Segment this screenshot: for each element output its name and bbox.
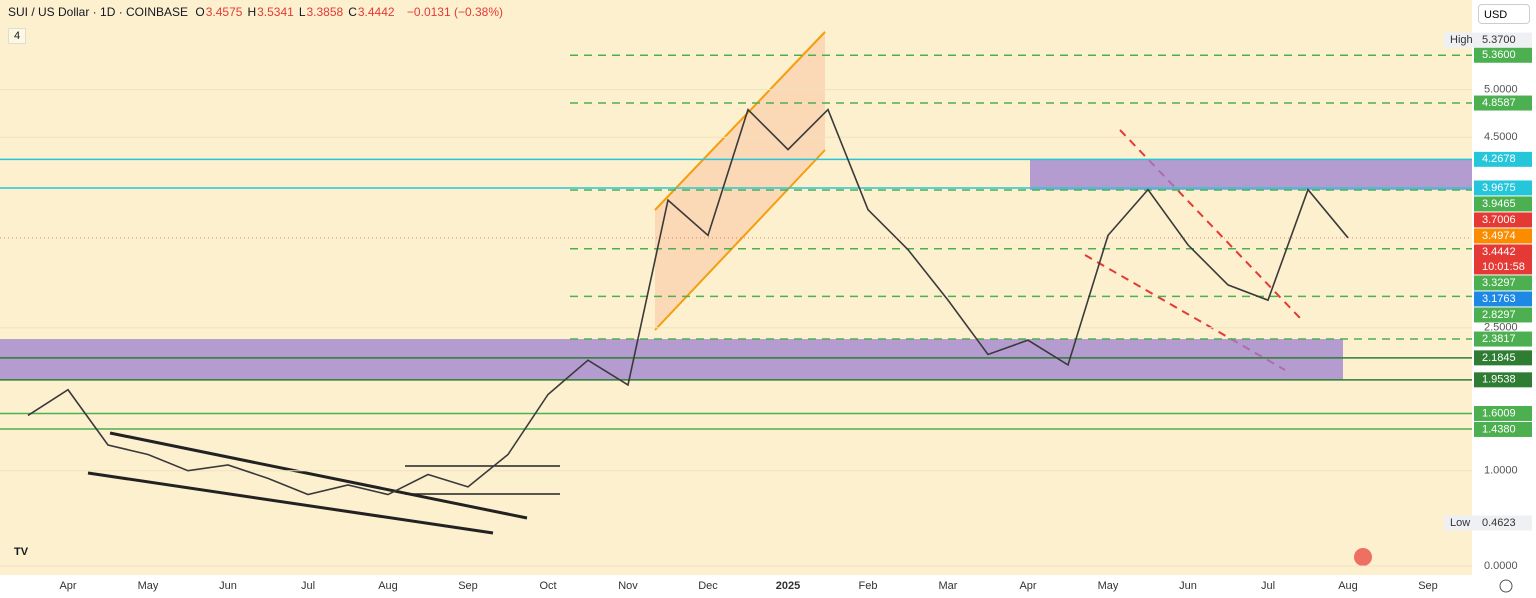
price-tag xyxy=(1474,405,1532,421)
x-tick-label: Oct xyxy=(539,580,556,592)
currency-button[interactable]: USD xyxy=(1478,4,1530,24)
low-value: 0.4623 xyxy=(1482,517,1516,529)
x-tick-label: Apr xyxy=(1019,580,1036,592)
price-tag-label: 1.4380 xyxy=(1482,423,1516,435)
price-tag-label: 3.4974 xyxy=(1482,230,1516,242)
time-axis xyxy=(0,575,1472,598)
symbol: SUI / US Dollar · 1D · COINBASE xyxy=(8,5,189,19)
price-tag xyxy=(1474,244,1532,275)
price-tag-label: 3.3297 xyxy=(1482,277,1516,289)
x-tick-label: Feb xyxy=(859,580,878,592)
high-tag xyxy=(1444,32,1532,48)
price-tag xyxy=(1474,331,1532,347)
change: −0.0131 (−0.38%) xyxy=(406,5,503,19)
price-tag xyxy=(1474,291,1532,307)
x-tick-label: Nov xyxy=(618,580,638,592)
settings-icon[interactable] xyxy=(1499,579,1513,593)
x-tick-label: May xyxy=(138,580,159,592)
price-tag-label: 3.4442 xyxy=(1482,246,1516,258)
y-tick-label: 4.5000 xyxy=(1484,131,1518,143)
y-tick-label: 0.0000 xyxy=(1484,560,1518,572)
zone xyxy=(0,339,1343,380)
indicator-count[interactable]: 4 xyxy=(8,28,27,44)
channel-line xyxy=(654,31,826,211)
ohlc-value: 3.4575 xyxy=(205,5,243,19)
ohlc-value: 3.4442 xyxy=(357,5,395,19)
trend-line xyxy=(1084,254,1286,371)
price-tag xyxy=(1474,151,1532,167)
low-tag xyxy=(1444,515,1532,531)
price-tag-label: 3.9465 xyxy=(1482,198,1516,210)
trend-line xyxy=(109,431,528,520)
price-tag xyxy=(1474,372,1532,388)
price-tag-label: 1.6009 xyxy=(1482,407,1516,419)
x-tick-label: Aug xyxy=(378,580,398,592)
x-tick-label: May xyxy=(1098,580,1119,592)
ohlc-value: 3.3858 xyxy=(306,5,344,19)
price-tag xyxy=(1474,47,1532,63)
ohlc-key: C xyxy=(348,5,357,19)
price-tag xyxy=(1474,196,1532,212)
x-tick-label: Sep xyxy=(458,580,478,592)
y-tick-label: 1.0000 xyxy=(1484,465,1518,477)
y-tick-label: 5.0000 xyxy=(1484,83,1518,95)
price-tag xyxy=(1474,228,1532,244)
x-tick-label: Dec xyxy=(698,580,718,592)
price-tag-label: 2.3817 xyxy=(1482,333,1516,345)
price-tag-label: 4.8587 xyxy=(1482,97,1516,109)
price-tag xyxy=(1474,212,1532,228)
price-tag xyxy=(1474,95,1532,111)
price-tag xyxy=(1474,275,1532,291)
trend-line xyxy=(87,471,494,535)
ohlc-key: L xyxy=(298,5,306,19)
price-tag xyxy=(1474,421,1532,437)
x-tick-label: Jun xyxy=(219,580,237,592)
price-line xyxy=(27,108,1349,496)
ohlc-value: 3.5341 xyxy=(257,5,294,19)
x-tick-label: Aug xyxy=(1338,580,1358,592)
channel-line xyxy=(654,149,826,331)
x-tick-label: Jun xyxy=(1179,580,1197,592)
x-tick-label: Sep xyxy=(1418,580,1438,592)
low-name: Low xyxy=(1450,517,1470,529)
x-tick-label: Jul xyxy=(1261,580,1275,592)
price-tag-label: 5.3600 xyxy=(1482,49,1516,61)
x-tick-label: Mar xyxy=(939,580,958,592)
ohlc: O3.4575 H3.5341 L3.3858 C3.4442 xyxy=(195,5,399,19)
plot-background xyxy=(0,0,1472,575)
x-tick-label: Apr xyxy=(59,580,76,592)
x-tick-label: Jul xyxy=(301,580,315,592)
ohlc-key: H xyxy=(247,5,257,19)
price-tag-label: 1.9538 xyxy=(1482,374,1516,386)
price-tag xyxy=(1474,350,1532,366)
header: SUI / US Dollar · 1D · COINBASE O3.4575 H… xyxy=(8,5,507,19)
high-name: High xyxy=(1450,34,1473,46)
logo: TV xyxy=(14,546,29,558)
high-value: 5.3700 xyxy=(1482,34,1516,46)
x-tick-label: 2025 xyxy=(776,580,800,592)
price-tag-label: 4.2678 xyxy=(1482,153,1516,165)
price-tag-label: 3.1763 xyxy=(1482,293,1516,305)
price-tag-label: 2.1845 xyxy=(1482,352,1516,364)
zone xyxy=(1030,159,1472,190)
flag-icon xyxy=(1354,548,1372,566)
countdown: 10:01:58 xyxy=(1482,261,1525,273)
price-tag-label: 3.7006 xyxy=(1482,214,1516,226)
price-tag xyxy=(1474,307,1532,323)
price-tag xyxy=(1474,180,1532,196)
price-tag-label: 2.8297 xyxy=(1482,309,1516,321)
price-tag-label: 3.9675 xyxy=(1482,182,1516,194)
ohlc-key: O xyxy=(195,5,205,19)
channel xyxy=(655,30,825,330)
y-tick-label: 2.5000 xyxy=(1484,322,1518,334)
